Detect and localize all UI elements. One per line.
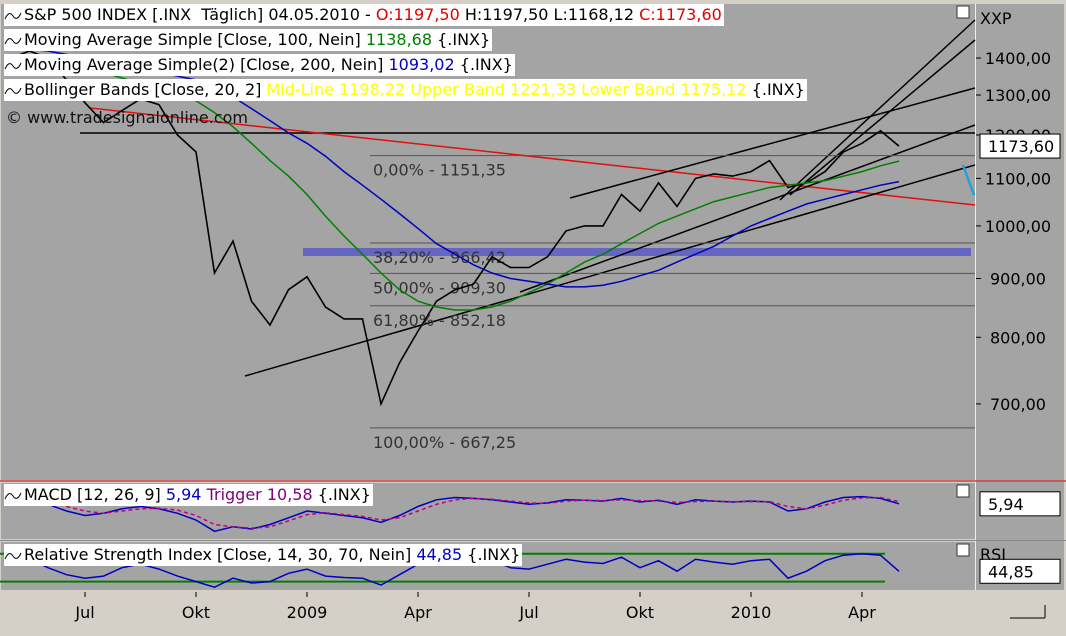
pane-checkbox[interactable] xyxy=(956,5,970,19)
indicator-legend: Relative Strength Index [Close, 14, 30, … xyxy=(4,544,523,566)
legend-text: {.INX} xyxy=(746,80,805,99)
fib-label: 38,20% - 966,42 xyxy=(373,248,506,267)
y-tick-label: 1300,00 xyxy=(985,86,1051,105)
price-line xyxy=(10,50,900,407)
legend-text: {.INX} xyxy=(462,545,521,564)
indicator-icon xyxy=(4,492,22,499)
y-tick-label: 900,00 xyxy=(990,270,1046,289)
legend-text: C:1173,60 xyxy=(639,5,722,24)
indicator-icon xyxy=(4,62,22,69)
indicator-legend: Moving Average Simple(2) [Close, 200, Ne… xyxy=(4,54,515,76)
resize-icon[interactable] xyxy=(1010,605,1046,619)
trend-line xyxy=(519,124,976,293)
last-value-label: 5,94 xyxy=(988,495,1024,514)
indicator-icon xyxy=(4,87,22,94)
indicator-legend: Bollinger Bands [Close, 20, 2] Mid-Line … xyxy=(4,79,807,101)
legend-text: Bollinger Bands [Close, 20, 2] xyxy=(24,80,267,99)
pane-checkbox[interactable] xyxy=(956,543,970,557)
legend-text: Trigger 10,58 xyxy=(201,485,313,504)
x-tick-label: Apr xyxy=(848,603,876,622)
trend-line xyxy=(569,87,976,199)
indicator-legend: MACD [12, 26, 9] 5,94 Trigger 10,58 {.IN… xyxy=(4,484,373,506)
fib-label: 50,00% - 909,30 xyxy=(373,278,506,297)
trend-line xyxy=(779,19,976,201)
last-value-label: 1173,60 xyxy=(988,137,1054,156)
last-value-label: 44,85 xyxy=(988,562,1034,581)
legend-text: 44,85 xyxy=(416,545,463,564)
last-value-box xyxy=(979,133,1061,159)
trend-line xyxy=(789,39,976,196)
indicator-legend: Moving Average Simple [Close, 100, Nein]… xyxy=(4,29,493,51)
time-axis xyxy=(1,592,975,632)
fib-label: 100,00% - 667,25 xyxy=(373,433,516,452)
x-tick-label: Jul xyxy=(518,603,538,622)
legend-text: 1138,68 xyxy=(365,30,433,49)
x-tick-label: Okt xyxy=(626,603,654,622)
pane-checkbox[interactable] xyxy=(956,484,970,498)
last-value-box xyxy=(979,491,1061,517)
y-tick-label: 800,00 xyxy=(990,328,1046,347)
legend-text: 5,94 xyxy=(165,485,202,504)
symbol-label: XXP xyxy=(980,9,1012,28)
legend-text: S&P 500 INDEX [.INX Täglich] 04.05.2010 … xyxy=(24,5,376,24)
x-tick-label: Okt xyxy=(182,603,210,622)
last-value-box xyxy=(979,558,1061,584)
indicator-line xyxy=(10,496,900,529)
symbol-label: RSI xyxy=(980,545,1006,564)
y-tick-label: 1400,00 xyxy=(985,49,1051,68)
x-tick-label: 2009 xyxy=(287,603,328,622)
legend-text: {.INX} xyxy=(432,30,491,49)
x-tick-label: 2010 xyxy=(731,603,772,622)
support-zone xyxy=(303,248,971,256)
fib-label: 61,80% - 852,18 xyxy=(373,311,506,330)
y-tick-label: 1000,00 xyxy=(985,217,1051,236)
y-tick-label: 1100,00 xyxy=(985,169,1051,188)
legend-text: Moving Average Simple(2) [Close, 200, Ne… xyxy=(24,55,389,74)
trend-line xyxy=(89,107,976,206)
indicator-icon xyxy=(4,37,22,44)
legend-text: {.INX} xyxy=(312,485,371,504)
x-tick-label: Apr xyxy=(404,603,432,622)
legend-text: Moving Average Simple [Close, 100, Nein] xyxy=(24,30,366,49)
legend-text: Relative Strength Index [Close, 14, 30, … xyxy=(24,545,417,564)
indicator-icon xyxy=(4,12,22,19)
legend-text: {.INX} xyxy=(454,55,513,74)
legend-text: H:1197,50 L:1168,12 xyxy=(459,5,640,24)
indicator-icon xyxy=(4,552,22,559)
indicator-legend: S&P 500 INDEX [.INX Täglich] 04.05.2010 … xyxy=(4,4,724,26)
fib-label: 0,00% - 1151,35 xyxy=(373,161,506,180)
x-tick-label: Jul xyxy=(74,603,94,622)
legend-text: 1093,02 xyxy=(388,55,455,74)
legend-text: MACD [12, 26, 9] xyxy=(24,485,166,504)
legend-text: O:1197,50 xyxy=(375,5,460,24)
drawing-tool xyxy=(961,164,976,196)
legend-text: Mid-Line 1198,22 Upper Band 1221,33 Lowe… xyxy=(266,80,747,99)
watermark: © www.tradesignalonline.com xyxy=(6,108,249,127)
y-tick-label: 700,00 xyxy=(990,395,1046,414)
